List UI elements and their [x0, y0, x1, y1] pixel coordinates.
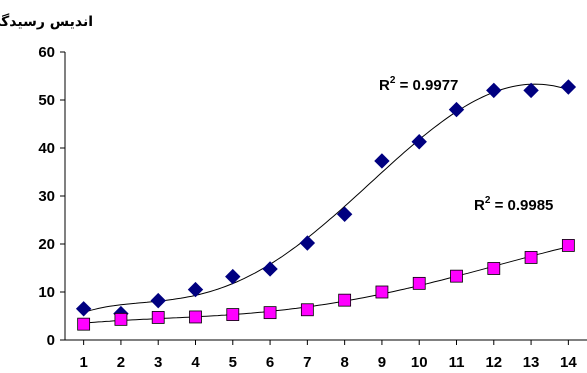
- data-point-square: [524, 251, 538, 264]
- data-point-square: [300, 303, 314, 317]
- data-point-diamond: [486, 82, 502, 99]
- x-tick-label: 5: [229, 354, 237, 371]
- data-point-diamond: [448, 101, 465, 118]
- data-point-square: [450, 269, 463, 283]
- x-tick-label: 9: [378, 354, 386, 371]
- y-tick-label: 50: [38, 92, 55, 109]
- x-tick-label: 2: [117, 354, 125, 371]
- x-tick-label: 4: [191, 354, 200, 371]
- data-point-square: [189, 310, 202, 324]
- x-tick-label: 12: [485, 354, 502, 371]
- data-point-square: [375, 285, 389, 299]
- data-point-square: [114, 312, 128, 326]
- data-point-square: [487, 262, 501, 275]
- data-point-square: [77, 317, 91, 331]
- x-tick-label: 6: [266, 354, 274, 371]
- y-tick-label: 40: [38, 140, 55, 157]
- x-tick-label: 1: [79, 354, 87, 371]
- y-tick-label: 60: [38, 44, 55, 61]
- r2-label-series-1: R2 = 0.9977: [379, 75, 458, 94]
- data-point-diamond: [411, 134, 427, 150]
- x-tick-label: 8: [340, 354, 348, 371]
- y-tick-label: 30: [38, 188, 55, 205]
- data-markers: [75, 79, 577, 331]
- r-squared-labels: R2 = 0.9977 R2 = 0.9985: [379, 75, 553, 214]
- x-tick-label: 3: [154, 354, 162, 371]
- data-point-diamond: [374, 153, 390, 169]
- x-tick-label: 7: [303, 354, 311, 371]
- data-point-diamond: [150, 292, 166, 309]
- x-tick-label: 11: [449, 354, 465, 371]
- data-point-diamond: [187, 281, 204, 298]
- y-axis-label: اندیس رسیدگی: [0, 13, 93, 30]
- y-tick-label: 0: [47, 332, 55, 349]
- data-point-square: [412, 276, 426, 290]
- x-tick-label: 10: [411, 354, 428, 371]
- data-point-diamond: [75, 301, 92, 317]
- data-point-square: [151, 311, 165, 324]
- r2-label-series-2: R2 = 0.9985: [474, 195, 553, 214]
- x-tick-label: 14: [560, 354, 577, 371]
- data-point-square: [338, 293, 352, 307]
- y-tick-label: 20: [38, 236, 55, 253]
- data-point-square: [263, 306, 277, 320]
- y-tick-label: 10: [38, 284, 55, 301]
- data-point-diamond: [299, 235, 316, 251]
- data-point-square: [226, 308, 240, 321]
- x-tick-label: 13: [523, 354, 540, 371]
- data-point-square: [561, 239, 575, 252]
- data-point-diamond: [225, 268, 241, 285]
- data-point-diamond: [560, 79, 577, 95]
- data-point-diamond: [336, 206, 353, 222]
- data-point-diamond: [523, 82, 539, 99]
- data-point-diamond: [262, 261, 278, 277]
